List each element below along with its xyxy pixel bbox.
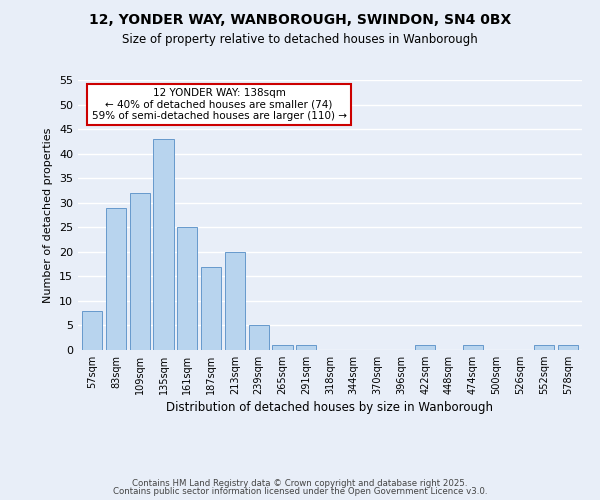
Bar <box>296 345 316 350</box>
Bar <box>130 193 150 350</box>
Text: Contains HM Land Registry data © Crown copyright and database right 2025.: Contains HM Land Registry data © Crown c… <box>132 478 468 488</box>
Bar <box>272 345 293 350</box>
Text: 12, YONDER WAY, WANBOROUGH, SWINDON, SN4 0BX: 12, YONDER WAY, WANBOROUGH, SWINDON, SN4… <box>89 12 511 26</box>
Text: Size of property relative to detached houses in Wanborough: Size of property relative to detached ho… <box>122 32 478 46</box>
Y-axis label: Number of detached properties: Number of detached properties <box>43 128 53 302</box>
Bar <box>177 228 197 350</box>
Bar <box>201 266 221 350</box>
Bar <box>534 345 554 350</box>
Bar <box>415 345 435 350</box>
Bar <box>106 208 126 350</box>
Bar <box>154 139 173 350</box>
Bar <box>557 345 578 350</box>
X-axis label: Distribution of detached houses by size in Wanborough: Distribution of detached houses by size … <box>167 402 493 414</box>
Text: 12 YONDER WAY: 138sqm
← 40% of detached houses are smaller (74)
59% of semi-deta: 12 YONDER WAY: 138sqm ← 40% of detached … <box>92 88 347 122</box>
Bar <box>248 326 269 350</box>
Bar <box>82 310 103 350</box>
Bar <box>463 345 483 350</box>
Bar <box>225 252 245 350</box>
Text: Contains public sector information licensed under the Open Government Licence v3: Contains public sector information licen… <box>113 487 487 496</box>
